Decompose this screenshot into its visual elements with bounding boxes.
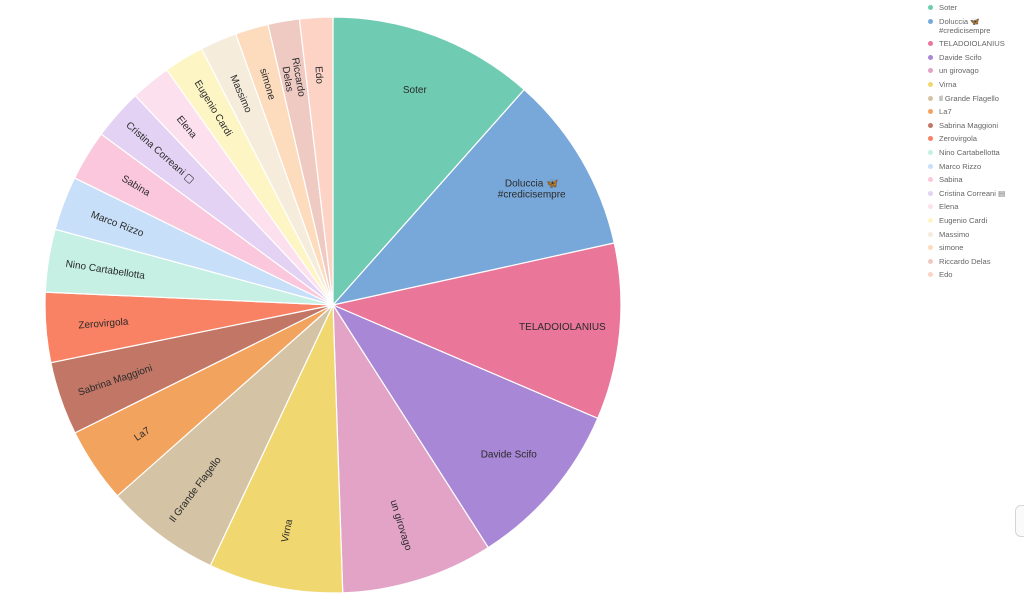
pie-slice[interactable] xyxy=(116,304,334,567)
legend-label: Eugenio Cardi xyxy=(939,215,988,225)
pie-slice-label: Virna xyxy=(280,518,296,543)
legend-swatch-icon xyxy=(928,245,933,251)
legend-label: Il Grande Flagello xyxy=(939,93,999,103)
pie-slice-label: RiccardoDelas xyxy=(278,57,307,100)
legend-item[interactable]: Virna xyxy=(928,80,1024,89)
legend-label: Virna xyxy=(939,79,957,89)
legend-label: Soter xyxy=(939,3,958,12)
legend-label: Sabrina Maggioni xyxy=(939,120,999,130)
scroll-handle[interactable] xyxy=(1015,505,1024,537)
legend-item[interactable]: Doluccia 🦋 #credicisempre xyxy=(928,17,1024,35)
legend-label: La7 xyxy=(939,107,952,117)
legend-swatch-icon xyxy=(928,231,933,237)
pie-slice-label: Zerovirgola xyxy=(78,317,129,332)
legend-item[interactable]: Il Grande Flagello xyxy=(928,94,1024,103)
legend-label: Sabina xyxy=(939,175,963,185)
pie-slice-label: Doluccia 🦋 #credicisempre xyxy=(498,178,566,200)
pie-slice-label: Davide Scifo xyxy=(481,449,538,460)
legend-item[interactable]: Sabrina Maggioni xyxy=(928,121,1024,130)
legend-label: Marco Rizzo xyxy=(939,161,982,171)
legend-swatch-icon xyxy=(928,217,933,223)
pie-slice[interactable] xyxy=(331,303,599,549)
legend-item[interactable]: Nino Cartabellotta xyxy=(928,148,1024,157)
legend-label: un girovago xyxy=(939,66,979,76)
legend-label: Elena xyxy=(939,202,959,212)
legend-swatch-icon xyxy=(928,122,933,128)
legend-swatch-icon xyxy=(928,95,933,101)
legend-label: Davide Scifo xyxy=(939,52,982,62)
legend-item[interactable]: Zerovirgola xyxy=(928,134,1024,143)
pie-slice[interactable] xyxy=(209,304,344,594)
pie-slice[interactable] xyxy=(298,16,334,306)
legend-label: simone xyxy=(939,243,964,253)
pie-slice-label: Soter xyxy=(403,85,428,96)
legend-swatch-icon xyxy=(928,81,933,87)
legend-label: TELADOIOLANIUS xyxy=(939,39,1005,49)
legend-item[interactable]: Edo xyxy=(928,270,1024,279)
legend-label: Riccardo Delas xyxy=(939,256,991,266)
legend-swatch-icon xyxy=(928,163,933,169)
legend-item[interactable]: TELADOIOLANIUS xyxy=(928,39,1024,48)
legend-label: Edo xyxy=(939,270,953,280)
legend-item[interactable]: simone xyxy=(928,243,1024,252)
legend-label: Zerovirgola xyxy=(939,134,977,144)
legend-item[interactable]: Elena xyxy=(928,202,1024,211)
legend-item[interactable]: La7 xyxy=(928,107,1024,116)
legend-item[interactable]: Davide Scifo xyxy=(928,53,1024,62)
pie-slice[interactable] xyxy=(332,16,526,307)
legend-swatch-icon xyxy=(928,272,933,278)
legend-item[interactable]: Marco Rizzo xyxy=(928,162,1024,171)
legend-item[interactable]: Riccardo Delas xyxy=(928,257,1024,266)
legend-swatch-icon xyxy=(928,177,933,183)
legend-swatch-icon xyxy=(928,109,933,115)
pie-slice[interactable] xyxy=(331,242,622,420)
legend-swatch-icon xyxy=(928,5,933,10)
pie-slices xyxy=(44,16,622,594)
legend-swatch-icon xyxy=(928,68,933,74)
legend-label: Cristina Correani ▤ xyxy=(939,188,1006,198)
legend-item[interactable]: un girovago xyxy=(928,66,1024,75)
pie-slice-label: Edo xyxy=(313,66,325,85)
legend-label: Doluccia 🦋 #credicisempre xyxy=(939,16,991,35)
pie-slice[interactable] xyxy=(331,88,615,306)
chart-legend: Soter Doluccia 🦋 #credicisempre TELADOIOLA… xyxy=(928,3,1024,284)
legend-item[interactable]: Eugenio Cardi xyxy=(928,216,1024,225)
pie-slice-label: TELADOIOLANIUS xyxy=(519,322,606,333)
legend-item[interactable]: Sabina xyxy=(928,175,1024,184)
legend-label: Massimo xyxy=(939,229,970,239)
legend-swatch-icon xyxy=(928,258,933,264)
legend-swatch-icon xyxy=(928,136,933,142)
legend-item[interactable]: Cristina Correani ▤ xyxy=(928,189,1024,198)
legend-swatch-icon xyxy=(928,18,933,24)
legend-item[interactable]: Soter xyxy=(928,3,1024,12)
legend-swatch-icon xyxy=(928,54,933,60)
legend-item[interactable]: Massimo xyxy=(928,230,1024,239)
legend-swatch-icon xyxy=(928,190,933,196)
pie-slice[interactable] xyxy=(332,302,490,594)
legend-label: Nino Cartabellotta xyxy=(939,147,1000,157)
legend-swatch-icon xyxy=(928,204,933,210)
legend-swatch-icon xyxy=(928,149,933,155)
legend-swatch-icon xyxy=(928,41,933,47)
